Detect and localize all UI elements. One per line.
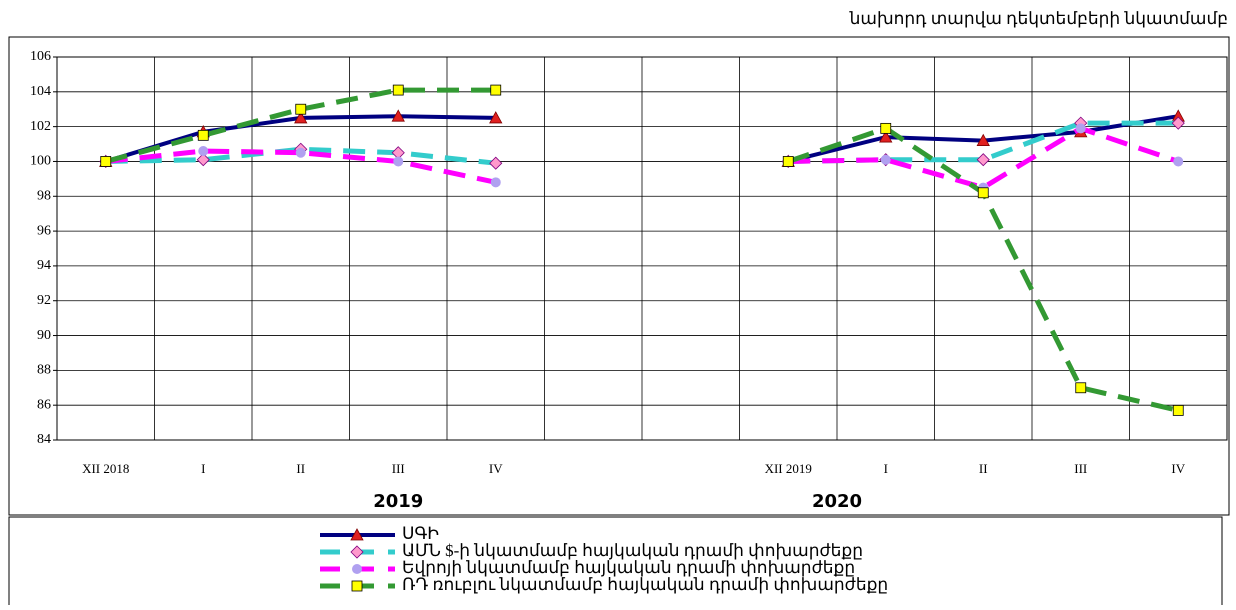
y-tick-label: 90 xyxy=(37,328,51,343)
marker xyxy=(351,580,363,592)
y-tick-label: 96 xyxy=(37,223,51,238)
marker xyxy=(490,84,502,96)
legend-label: ԱՄՆ $-ի նկատմամբ հայկական դրամի փոխարժեք… xyxy=(402,541,863,560)
x-tick-label: I xyxy=(884,461,888,476)
marker xyxy=(489,156,503,170)
y-tick-label: 104 xyxy=(30,84,51,99)
group-label: 2019 xyxy=(373,491,423,512)
x-tick-label: III xyxy=(1074,461,1087,476)
marker xyxy=(295,147,306,158)
x-tick-label: II xyxy=(296,461,305,476)
chart-subtitle: նախորդ տարվա դեկտեմբերի նկատմամբ xyxy=(849,9,1228,28)
chart-frame xyxy=(8,36,1230,516)
x-tick-label: XII 2018 xyxy=(82,461,129,476)
marker xyxy=(1075,382,1087,394)
marker xyxy=(100,156,112,167)
legend-frame xyxy=(8,516,1223,610)
legend-label: Եվրոյի նկատմամբ հայկական դրամի փոխարժեքը xyxy=(402,558,855,577)
marker xyxy=(198,146,209,157)
marker xyxy=(1172,405,1184,416)
marker xyxy=(352,564,362,574)
marker xyxy=(1173,156,1184,167)
marker xyxy=(880,154,891,165)
x-tick-label: XII 2019 xyxy=(765,461,812,476)
y-tick-label: 102 xyxy=(30,119,51,134)
x-tick-label: IV xyxy=(1171,461,1185,476)
marker xyxy=(1171,116,1185,130)
y-tick-label: 84 xyxy=(37,432,51,447)
x-tick-label: IV xyxy=(489,461,503,476)
y-tick-label: 98 xyxy=(37,188,51,203)
marker xyxy=(197,129,209,141)
marker xyxy=(196,153,210,167)
y-tick-label: 100 xyxy=(30,154,51,169)
marker xyxy=(295,103,307,115)
marker xyxy=(350,545,364,559)
marker xyxy=(880,122,892,134)
series-line xyxy=(105,120,1179,166)
marker xyxy=(490,177,501,188)
marker xyxy=(294,111,308,124)
marker xyxy=(976,153,990,167)
y-tick-label: 86 xyxy=(37,397,51,412)
marker xyxy=(393,156,404,167)
group-label: 2020 xyxy=(812,491,862,512)
x-tick-label: II xyxy=(979,461,988,476)
y-tick-label: 106 xyxy=(30,49,51,64)
marker xyxy=(977,187,989,199)
marker xyxy=(879,130,893,143)
y-tick-label: 88 xyxy=(37,363,51,378)
marker xyxy=(392,84,404,96)
marker xyxy=(782,156,794,167)
x-tick-label: III xyxy=(392,461,405,476)
marker xyxy=(976,133,990,146)
plot-frame xyxy=(56,56,1228,441)
marker xyxy=(489,111,503,124)
y-tick-label: 92 xyxy=(37,293,51,308)
marker xyxy=(391,109,405,122)
x-tick-label: I xyxy=(201,461,205,476)
series-line xyxy=(105,125,1180,191)
marker xyxy=(1075,123,1086,134)
legend-label: ՍԳԻ xyxy=(402,524,439,543)
y-tick-label: 94 xyxy=(37,258,51,273)
legend-label: ՌԴ ռուբլու նկատմամբ հայկական դրամի փոխար… xyxy=(402,575,888,594)
marker xyxy=(350,528,364,541)
